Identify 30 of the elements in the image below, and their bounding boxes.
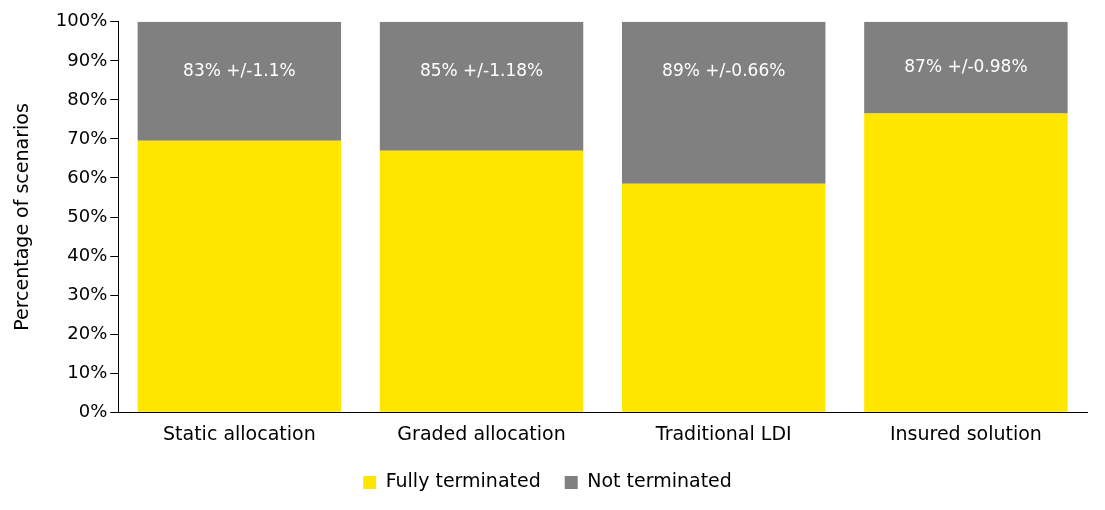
bar	[622, 21, 826, 184]
annotation: 89% +/-0.66%	[662, 60, 786, 81]
bar	[137, 21, 342, 141]
y-tick-label: 40%	[67, 243, 108, 265]
y-tick-label: 10%	[67, 360, 108, 382]
y-tick-label: 100%	[55, 9, 108, 31]
y-tick-label: 50%	[67, 204, 108, 226]
bar	[864, 21, 1068, 114]
bar	[622, 183, 826, 412]
legend-label: Fully terminated	[385, 469, 541, 492]
y-tick-label: 20%	[67, 321, 108, 343]
y-tick-label: 70%	[67, 126, 108, 148]
bar	[379, 21, 584, 151]
y-tick-label: 30%	[67, 282, 108, 304]
x-tick-label: Graded allocation	[397, 421, 566, 444]
y-tick-label: 60%	[67, 165, 108, 187]
y-tick-label: 0%	[78, 399, 108, 421]
annotation: 85% +/-1.18%	[419, 60, 544, 81]
x-tick-label: Insured solution	[889, 421, 1042, 444]
y-tick-label: 80%	[67, 87, 108, 109]
bar	[864, 113, 1068, 412]
bar	[137, 140, 342, 412]
annotation: 87% +/-0.98%	[904, 56, 1028, 77]
y-tick-label: 90%	[67, 48, 108, 70]
x-tick-label: Static allocation	[163, 421, 316, 444]
legend-label: Not terminated	[587, 469, 732, 492]
annotation: 83% +/-1.1%	[183, 60, 296, 81]
x-tick-label: Traditional LDI	[654, 421, 792, 444]
y-axis-title: Percentage of scenarios	[10, 103, 33, 331]
bar	[379, 150, 584, 412]
